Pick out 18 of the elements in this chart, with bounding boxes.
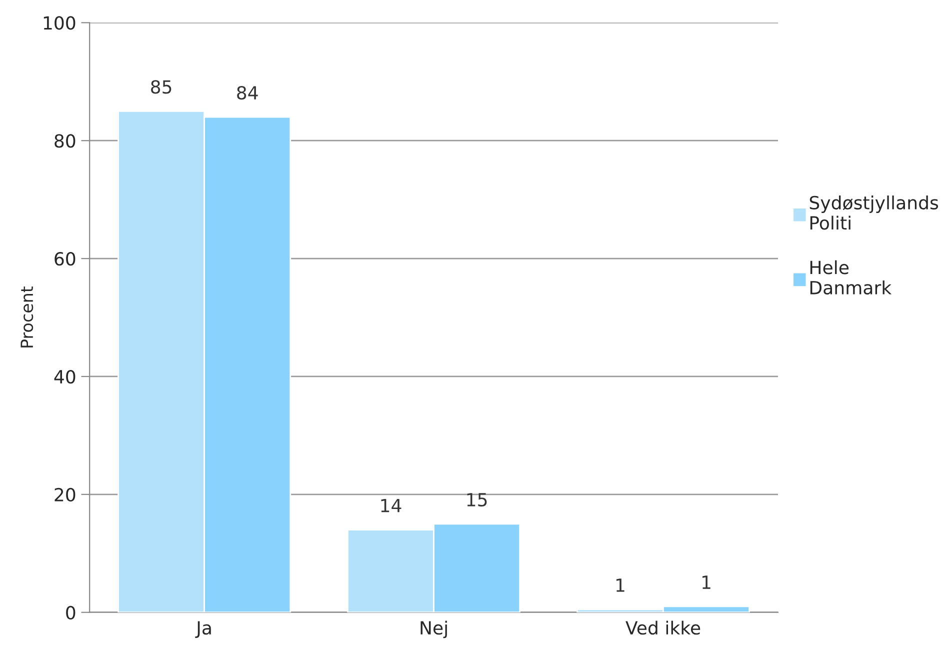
- y-tick-label: 40: [54, 370, 76, 384]
- x-tick-label: Ved ikke: [626, 620, 700, 635]
- legend-label: Hele Danmark: [810, 260, 892, 294]
- data-label: 1: [702, 576, 710, 589]
- y-tick-label: 60: [54, 252, 76, 266]
- data-label: 1: [616, 578, 624, 592]
- y-axis-title: Procent: [20, 286, 34, 348]
- y-tick-label: 20: [54, 488, 76, 502]
- y-tick-label: 100: [44, 16, 76, 30]
- data-label: 14: [381, 498, 402, 512]
- x-tick-label: Nej: [420, 620, 447, 638]
- data-label: 85: [151, 80, 172, 94]
- x-tick-label: Ja: [195, 621, 211, 638]
- data-label: 15: [467, 493, 487, 507]
- data-label: 84: [237, 86, 258, 100]
- legend-label: Sydøstjyllands Politi: [810, 196, 938, 230]
- y-tick-label: 80: [54, 134, 76, 148]
- y-tick-label: 0: [66, 606, 76, 620]
